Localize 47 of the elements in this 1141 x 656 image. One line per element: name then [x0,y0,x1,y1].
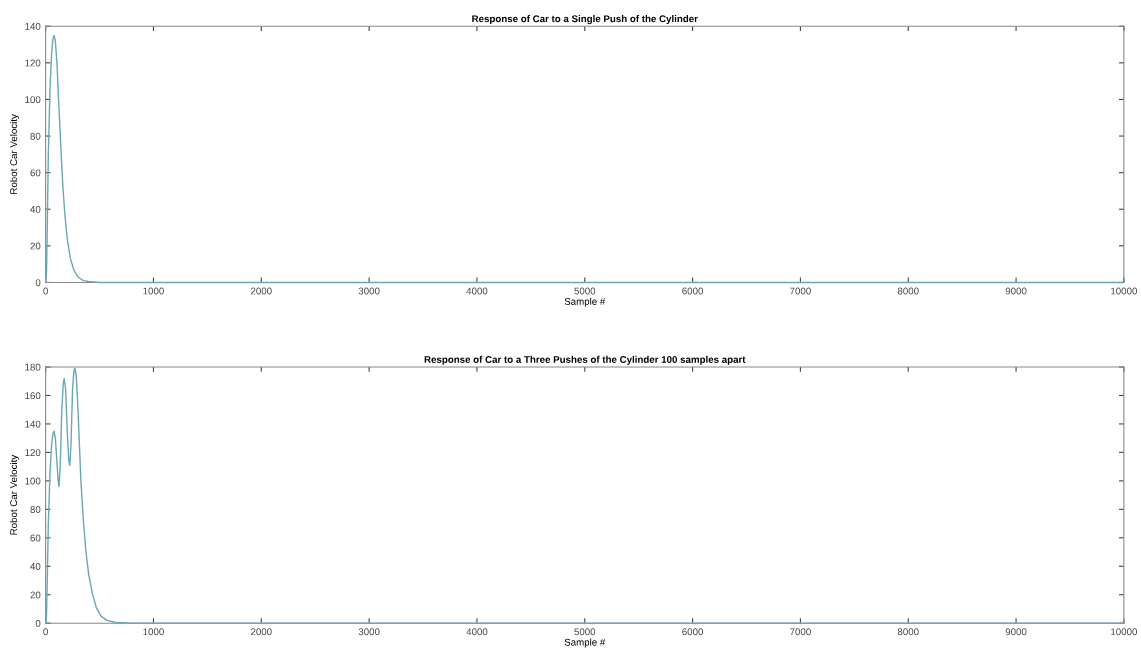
y-tick-label: 180 [25,363,41,371]
x-tick-label: 7000 [790,628,811,636]
chart-title: Response of Car to a Three Pushes of the Cylinder 100 samples apart [424,355,746,365]
y-tick-label: 0 [35,619,41,627]
y-tick-label: 160 [25,392,41,400]
y-tick-label: 80 [30,132,41,140]
y-tick-label: 60 [30,534,41,542]
y-tick-label: 40 [30,563,41,570]
x-tick-label: 10000 [1111,628,1138,636]
x-axis-title: Sample # [564,297,606,307]
x-tick-label: 0 [43,287,48,295]
x-tick-label: 2000 [250,287,272,295]
y-axis-title: Robot Car Velocity [9,454,19,535]
y-tick-label: 40 [30,205,41,213]
x-tick-label: 9000 [1005,628,1027,636]
x-tick-label: 10000 [1111,287,1138,295]
y-axis-title: Robot Car Velocity [9,114,19,194]
chart-title: Response of Car to a Single Push of the Cylinder [472,15,698,25]
y-tick-label: 60 [30,169,41,177]
y-tick-label: 140 [25,420,41,428]
x-tick-label: 7000 [790,287,811,295]
x-tick-label: 1000 [143,628,164,636]
y-tick-label: 0 [35,279,41,287]
y-tick-label: 120 [25,449,41,457]
x-tick-label: 8000 [897,287,919,295]
y-tick-label: 120 [25,59,41,67]
x-tick-label: 5000 [574,628,596,636]
y-tick-label: 100 [25,477,41,485]
x-tick-label: 3000 [358,628,380,636]
y-tick-label: 20 [30,591,41,599]
x-tick-label: 0 [43,628,48,636]
x-tick-label: 2000 [250,628,272,636]
x-tick-label: 5000 [574,287,596,295]
x-tick-label: 9000 [1005,287,1027,295]
y-tick-label: 100 [25,96,41,104]
x-tick-label: 6000 [682,287,704,295]
x-tick-label: 4000 [466,287,488,295]
x-tick-label: 8000 [897,628,919,636]
x-tick-label: 3000 [358,287,380,295]
line-series [44,367,1125,624]
y-tick-label: 80 [30,506,41,513]
y-tick-label: 140 [25,22,41,30]
x-tick-label: 4000 [466,628,488,636]
x-tick-label: 6000 [682,628,704,636]
x-axis-title: Sample # [564,638,606,648]
x-tick-label: 1000 [143,287,164,295]
y-tick-label: 20 [30,242,41,250]
